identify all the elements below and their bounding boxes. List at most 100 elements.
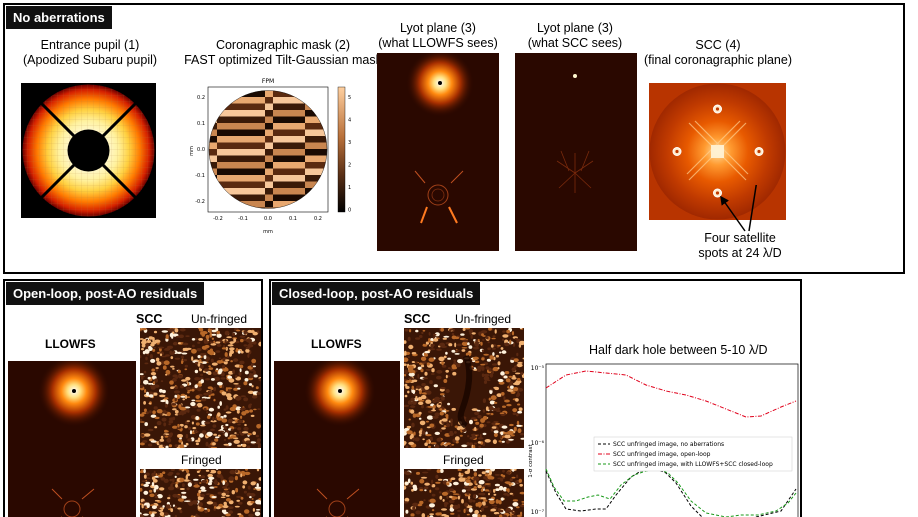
speckle	[500, 371, 505, 376]
mask-cell	[233, 155, 241, 162]
speckle	[423, 486, 429, 490]
mask-cell	[281, 181, 289, 188]
mask-cell	[257, 201, 265, 208]
speckle	[441, 427, 446, 430]
speckle	[210, 358, 214, 363]
speckle	[161, 355, 167, 358]
speckle	[239, 360, 245, 365]
mask-cell	[297, 175, 305, 182]
mask-cell	[273, 110, 281, 117]
speckle	[225, 405, 229, 410]
speckle	[511, 476, 516, 479]
speckle	[478, 480, 485, 485]
speckle	[443, 355, 447, 359]
speckle	[521, 501, 524, 503]
speckle	[417, 366, 422, 370]
speckle	[164, 403, 168, 408]
mask-cell	[257, 155, 265, 162]
speckle	[461, 444, 468, 448]
speckle	[183, 469, 188, 471]
speckle	[140, 355, 142, 359]
speckle	[174, 385, 177, 387]
speckle	[239, 431, 242, 434]
speckle	[427, 406, 434, 408]
speckle	[445, 423, 451, 428]
speckle	[442, 499, 445, 502]
speckle	[461, 341, 468, 346]
speckle	[214, 436, 220, 439]
speckle	[196, 408, 201, 412]
mask-cell	[273, 97, 281, 104]
speckle	[457, 509, 461, 512]
mask-cell	[273, 201, 281, 208]
mask-cell	[273, 103, 281, 110]
speckle	[140, 384, 144, 389]
speckle	[215, 341, 221, 344]
speckle	[210, 343, 216, 346]
speckle	[426, 469, 432, 471]
speckle	[206, 415, 211, 419]
mask-cell	[281, 162, 289, 169]
speckle	[159, 438, 165, 442]
speckle	[463, 486, 469, 489]
mask-cell	[289, 116, 297, 123]
mask-cell	[281, 90, 289, 97]
mask-cell	[273, 175, 281, 182]
speckle	[221, 391, 227, 396]
speckle	[441, 396, 445, 401]
speckle	[187, 409, 190, 413]
speckle	[412, 379, 418, 383]
speckle	[181, 379, 187, 382]
speckle	[483, 498, 487, 501]
speckle	[435, 481, 441, 484]
mask-cell	[289, 175, 297, 182]
speckle	[491, 347, 496, 350]
speckle	[174, 475, 177, 478]
speckle	[243, 344, 248, 347]
speckle	[418, 401, 424, 405]
speckle	[230, 428, 234, 431]
legend-open-loop: SCC unfringed image, open-loop	[613, 451, 711, 458]
mask-cell	[281, 142, 289, 149]
speckle	[501, 440, 505, 443]
mask-cell	[297, 103, 305, 110]
mask-cell	[225, 142, 233, 149]
speckle	[244, 409, 250, 414]
speckle	[201, 331, 208, 335]
speckle	[429, 423, 435, 428]
speckle	[483, 376, 490, 381]
mask-cell	[305, 188, 313, 195]
contrast-plot: 1-σ contrast 10⁻⁵ 10⁻⁶ 10⁻⁷ SCC unfringe…	[528, 363, 799, 517]
speckle	[421, 387, 424, 391]
speckle	[429, 513, 434, 516]
mask-cell	[321, 149, 327, 156]
speckle	[426, 390, 432, 395]
speckle	[474, 360, 480, 364]
speckle	[501, 382, 504, 384]
speckle	[219, 401, 222, 406]
speckle	[145, 356, 148, 361]
mask-cell	[265, 201, 273, 208]
mask-cell	[265, 129, 273, 136]
speckle	[220, 377, 226, 380]
speckle	[517, 428, 522, 434]
speckle	[192, 427, 197, 430]
mask-cell	[265, 97, 273, 104]
mask-cell	[265, 181, 273, 188]
speckle	[212, 393, 215, 396]
mask-xtick: 0.1	[289, 216, 297, 222]
mask-cell	[233, 116, 241, 123]
speckle	[450, 477, 456, 480]
speckle	[170, 483, 173, 487]
speckle	[222, 480, 225, 486]
speckle	[216, 344, 222, 347]
mask-cell	[249, 142, 257, 149]
speckle	[482, 432, 487, 436]
contrast-legend: SCC unfringed image, no aberrations SCC …	[593, 436, 793, 472]
speckle	[200, 489, 207, 492]
mask-cell	[265, 175, 273, 182]
speckle	[434, 396, 441, 401]
speckle	[410, 401, 413, 405]
speckle	[489, 470, 492, 475]
speckle	[223, 438, 227, 441]
